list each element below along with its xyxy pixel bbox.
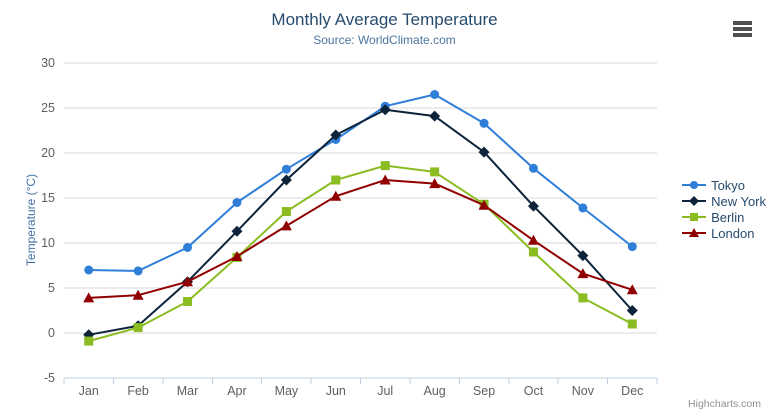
- point-berlin[interactable]: [380, 161, 390, 171]
- point-new-york[interactable]: [280, 174, 292, 186]
- point-london[interactable]: [132, 289, 144, 300]
- point-tokyo[interactable]: [281, 164, 291, 174]
- point-london[interactable]: [429, 178, 441, 189]
- legend-label: Tokyo: [711, 177, 746, 193]
- series-line-tokyo: [87, 93, 634, 272]
- point-tokyo[interactable]: [627, 242, 637, 252]
- x-tick-label: Sep: [473, 384, 495, 398]
- point-london[interactable]: [379, 174, 391, 185]
- x-tick-label: Feb: [127, 384, 149, 398]
- x-tick-label: Jul: [377, 384, 393, 398]
- legend-marker-square-icon: [682, 213, 707, 221]
- point-berlin[interactable]: [84, 336, 94, 346]
- legend-label: Berlin: [711, 209, 745, 225]
- x-tick-label: May: [275, 384, 299, 398]
- legend-item-tokyo[interactable]: Tokyo: [682, 177, 766, 193]
- x-tick-label: Nov: [572, 384, 595, 398]
- point-tokyo[interactable]: [84, 265, 94, 275]
- legend-label: New York: [711, 193, 766, 209]
- point-tokyo[interactable]: [183, 243, 193, 252]
- hamburger-bar: [733, 21, 752, 25]
- y-tick-label: 15: [41, 191, 55, 205]
- x-tick-label: Dec: [621, 384, 643, 398]
- x-tick-label: Jun: [326, 384, 346, 398]
- hamburger-bar: [733, 33, 752, 37]
- point-berlin[interactable]: [281, 207, 291, 216]
- x-tick-label: Oct: [524, 384, 544, 398]
- point-london[interactable]: [231, 251, 243, 261]
- point-london[interactable]: [478, 199, 490, 210]
- point-berlin[interactable]: [183, 297, 193, 306]
- credits-link[interactable]: Highcharts.com: [688, 398, 761, 410]
- point-london[interactable]: [83, 292, 95, 303]
- legend-symbol[interactable]: [690, 181, 699, 189]
- x-tick-label: Mar: [177, 384, 199, 398]
- point-berlin[interactable]: [627, 319, 637, 329]
- series-line-london: [87, 179, 634, 299]
- point-new-york[interactable]: [379, 104, 391, 116]
- x-tick-label: Apr: [227, 384, 246, 398]
- point-berlin[interactable]: [528, 247, 538, 257]
- point-tokyo[interactable]: [578, 203, 588, 213]
- y-tick-label: 30: [41, 56, 55, 70]
- point-new-york[interactable]: [330, 129, 342, 141]
- point-tokyo[interactable]: [528, 163, 538, 173]
- point-berlin[interactable]: [331, 175, 341, 185]
- legend-label: London: [711, 225, 755, 241]
- point-berlin[interactable]: [578, 293, 588, 303]
- point-tokyo[interactable]: [133, 266, 143, 276]
- point-london[interactable]: [182, 276, 194, 287]
- legend-marker-triangle-icon: [682, 228, 707, 237]
- chart-subtitle: Source: WorldClimate.com: [313, 33, 456, 47]
- series-line-berlin: [87, 164, 634, 343]
- series-line-new-york: [87, 108, 634, 336]
- hamburger-icon[interactable]: [733, 21, 752, 37]
- legend: Tokyo New York Berlin London: [682, 177, 766, 241]
- point-london[interactable]: [280, 220, 292, 231]
- legend-item-new-york[interactable]: New York: [682, 193, 766, 209]
- point-london[interactable]: [626, 284, 638, 295]
- point-new-york[interactable]: [429, 110, 441, 122]
- point-tokyo[interactable]: [430, 90, 440, 99]
- point-london[interactable]: [577, 268, 589, 279]
- y-tick-label: 10: [41, 236, 55, 250]
- legend-symbol[interactable]: [689, 228, 700, 237]
- y-tick-label: 25: [41, 101, 55, 115]
- point-tokyo[interactable]: [232, 198, 242, 207]
- x-tick-label: Aug: [424, 384, 446, 398]
- legend-item-berlin[interactable]: Berlin: [682, 209, 766, 225]
- legend-symbol[interactable]: [690, 213, 699, 221]
- y-tick-label: 5: [48, 281, 55, 295]
- hamburger-bar: [733, 27, 752, 31]
- chart-title: Monthly Average Temperature: [271, 10, 498, 29]
- point-new-york[interactable]: [577, 250, 589, 262]
- legend-marker-circle-icon: [682, 181, 707, 189]
- legend-marker-diamond-icon: [682, 196, 707, 206]
- point-new-york[interactable]: [626, 305, 638, 316]
- point-berlin[interactable]: [430, 167, 440, 177]
- point-tokyo[interactable]: [479, 118, 489, 128]
- legend-symbol[interactable]: [689, 196, 700, 206]
- point-berlin[interactable]: [133, 323, 143, 333]
- point-london[interactable]: [330, 190, 342, 201]
- y-tick-label: 0: [48, 326, 55, 340]
- point-new-york[interactable]: [478, 146, 490, 158]
- point-new-york[interactable]: [527, 200, 539, 212]
- y-tick-label: -5: [44, 371, 55, 385]
- x-tick-label: Jan: [79, 384, 99, 398]
- point-london[interactable]: [527, 234, 539, 245]
- point-new-york[interactable]: [231, 225, 243, 237]
- y-tick-label: 20: [41, 146, 55, 160]
- legend-item-london[interactable]: London: [682, 225, 766, 241]
